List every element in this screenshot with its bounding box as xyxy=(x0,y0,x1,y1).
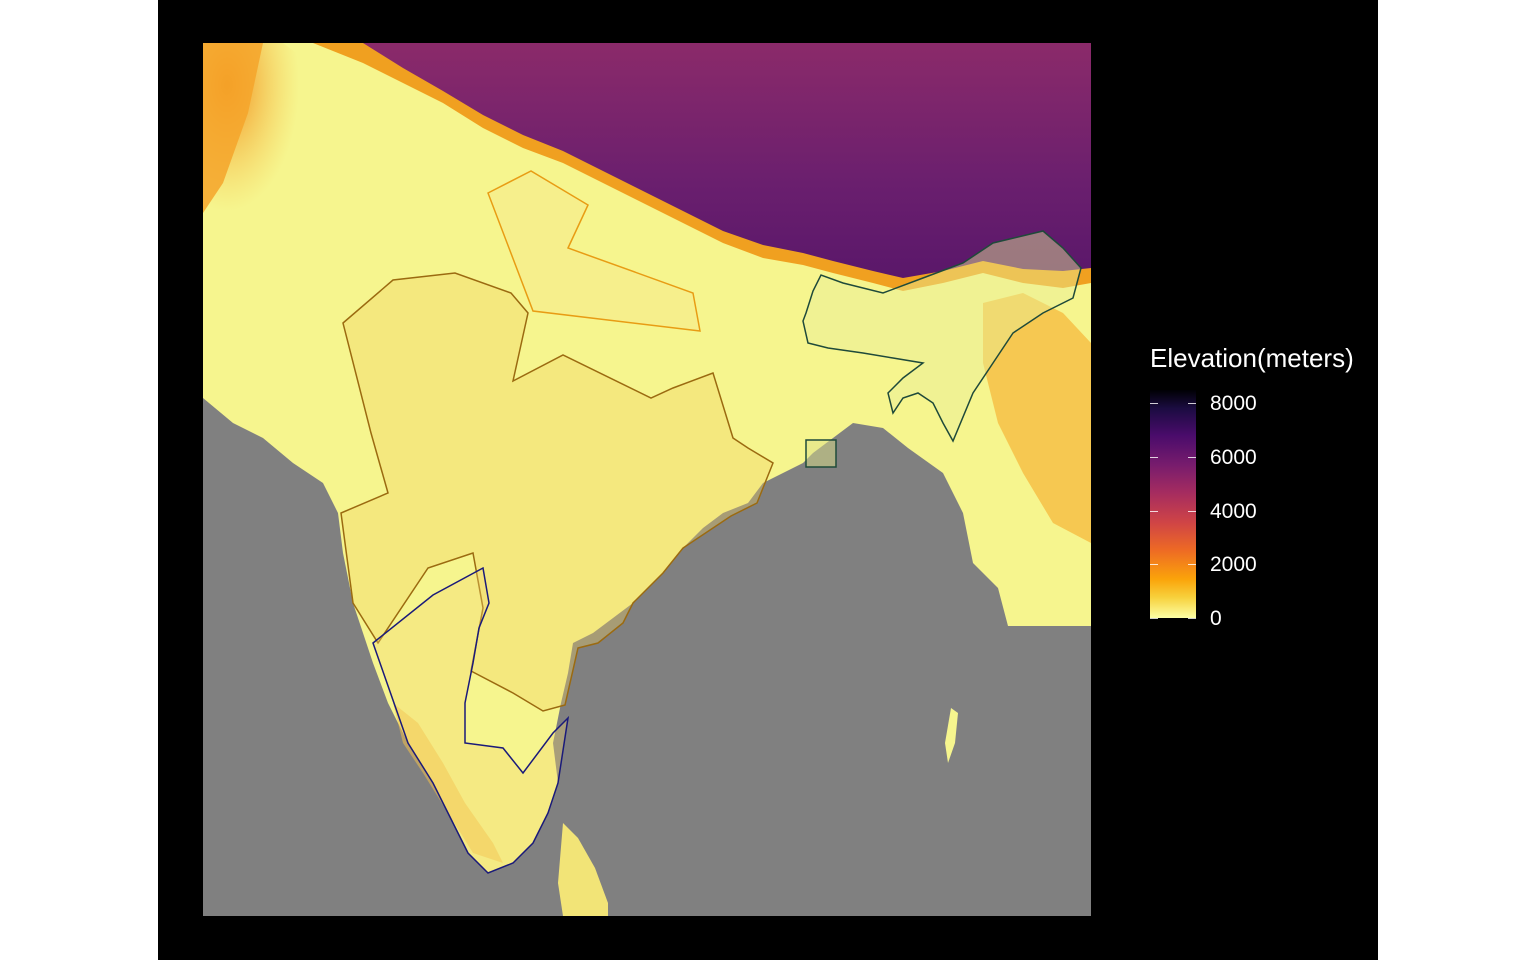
colorbar-tick-mark xyxy=(1188,457,1196,459)
sri-lanka xyxy=(558,823,608,916)
colorbar-tick-mark xyxy=(1188,510,1196,512)
andaman-islands xyxy=(945,708,958,763)
colorbar-tick-label: 0 xyxy=(1210,607,1222,630)
region-outline-north xyxy=(487,170,701,332)
region-outline-central xyxy=(340,272,774,712)
colorbar-tick-label: 8000 xyxy=(1210,392,1257,416)
colorbar-tick-mark xyxy=(1188,564,1196,566)
colorbar-tick-mark xyxy=(1188,618,1196,619)
colorbar-tick-label: 4000 xyxy=(1210,499,1257,523)
region-outline-small-delta xyxy=(805,439,837,468)
colorbar-tick-mark xyxy=(1150,457,1158,459)
colorbar-tick-mark xyxy=(1188,403,1196,405)
colorbar-tick-label: 6000 xyxy=(1210,446,1257,470)
region-outline-south xyxy=(372,566,570,874)
legend-title: Elevation(meters) xyxy=(1150,343,1354,373)
region-outline-northeast xyxy=(802,230,1082,443)
western-highlands-edge xyxy=(203,43,263,213)
western-ghats xyxy=(393,703,503,863)
colorbar-tick-mark xyxy=(1150,510,1158,512)
elevation-map xyxy=(203,43,1091,916)
eastern-hills xyxy=(983,293,1091,543)
elevation-colorbar xyxy=(1150,390,1196,618)
colorbar-tick-label: 2000 xyxy=(1210,553,1257,577)
colorbar-tick-mark xyxy=(1150,564,1158,566)
colorbar-tick-mark xyxy=(1150,618,1158,619)
colorbar-tick-mark xyxy=(1150,403,1158,405)
tibetan-plateau xyxy=(363,43,1091,278)
